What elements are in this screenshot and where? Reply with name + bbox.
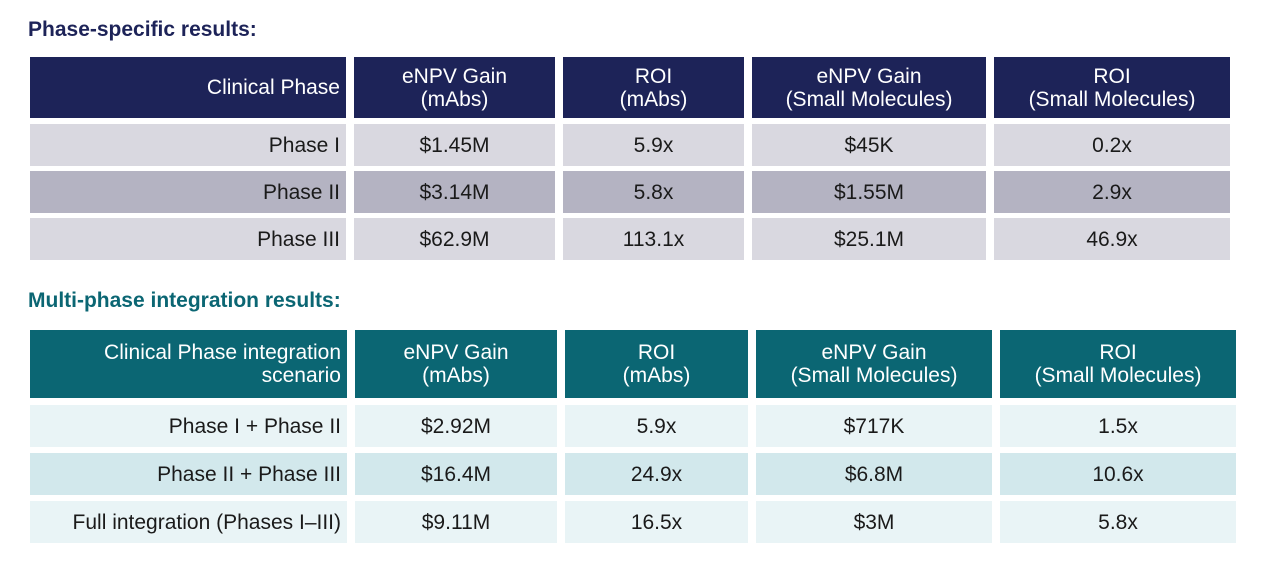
table-cell: $3M: [756, 501, 992, 543]
table-cell: 5.8x: [563, 171, 744, 213]
table-header-row: Clinical Phase integration scenario eNPV…: [30, 330, 1236, 398]
table-cell: 0.2x: [994, 124, 1230, 166]
table-cell: $717K: [756, 405, 992, 447]
table-title-multi-phase: Multi-phase integration results:: [28, 289, 341, 312]
table-multi-phase: Clinical Phase integration scenario eNPV…: [30, 330, 1236, 549]
table-cell: 2.9x: [994, 171, 1230, 213]
column-header: Clinical Phase integration scenario: [30, 330, 347, 398]
column-header: ROI (mAbs): [563, 57, 744, 118]
column-header: eNPV Gain (Small Molecules): [756, 330, 992, 398]
table-cell: 113.1x: [563, 218, 744, 260]
table-cell: 46.9x: [994, 218, 1230, 260]
row-label: Phase I + Phase II: [30, 405, 347, 447]
column-header: eNPV Gain (Small Molecules): [752, 57, 986, 118]
table-cell: 24.9x: [565, 453, 748, 495]
table-cell: 1.5x: [1000, 405, 1236, 447]
table-row: Full integration (Phases I–III) $9.11M 1…: [30, 501, 1236, 543]
row-label: Full integration (Phases I–III): [30, 501, 347, 543]
table-row: Phase I $1.45M 5.9x $45K 0.2x: [30, 124, 1230, 166]
table-cell: $2.92M: [355, 405, 557, 447]
column-header: eNPV Gain (mAbs): [354, 57, 555, 118]
table-cell: $6.8M: [756, 453, 992, 495]
table-cell: $45K: [752, 124, 986, 166]
table-cell: $62.9M: [354, 218, 555, 260]
table-cell: $9.11M: [355, 501, 557, 543]
table-title-phase-specific: Phase-specific results:: [28, 18, 257, 41]
table-cell: $25.1M: [752, 218, 986, 260]
table-row: Phase I + Phase II $2.92M 5.9x $717K 1.5…: [30, 405, 1236, 447]
table-header-row: Clinical Phase eNPV Gain (mAbs) ROI (mAb…: [30, 57, 1230, 118]
table-phase-specific: Clinical Phase eNPV Gain (mAbs) ROI (mAb…: [30, 57, 1230, 265]
column-header: ROI (mAbs): [565, 330, 748, 398]
column-header: ROI (Small Molecules): [994, 57, 1230, 118]
table-row: Phase II $3.14M 5.8x $1.55M 2.9x: [30, 171, 1230, 213]
row-label: Phase II + Phase III: [30, 453, 347, 495]
table-row: Phase II + Phase III $16.4M 24.9x $6.8M …: [30, 453, 1236, 495]
table-cell: 10.6x: [1000, 453, 1236, 495]
row-label: Phase III: [30, 218, 346, 260]
table-cell: $16.4M: [355, 453, 557, 495]
table-cell: 5.8x: [1000, 501, 1236, 543]
table-row: Phase III $62.9M 113.1x $25.1M 46.9x: [30, 218, 1230, 260]
column-header: Clinical Phase: [30, 57, 346, 118]
row-label: Phase I: [30, 124, 346, 166]
table-cell: $1.55M: [752, 171, 986, 213]
row-label: Phase II: [30, 171, 346, 213]
table-cell: 5.9x: [563, 124, 744, 166]
column-header: eNPV Gain (mAbs): [355, 330, 557, 398]
table-cell: 5.9x: [565, 405, 748, 447]
column-header: ROI (Small Molecules): [1000, 330, 1236, 398]
table-cell: $1.45M: [354, 124, 555, 166]
table-cell: 16.5x: [565, 501, 748, 543]
table-cell: $3.14M: [354, 171, 555, 213]
